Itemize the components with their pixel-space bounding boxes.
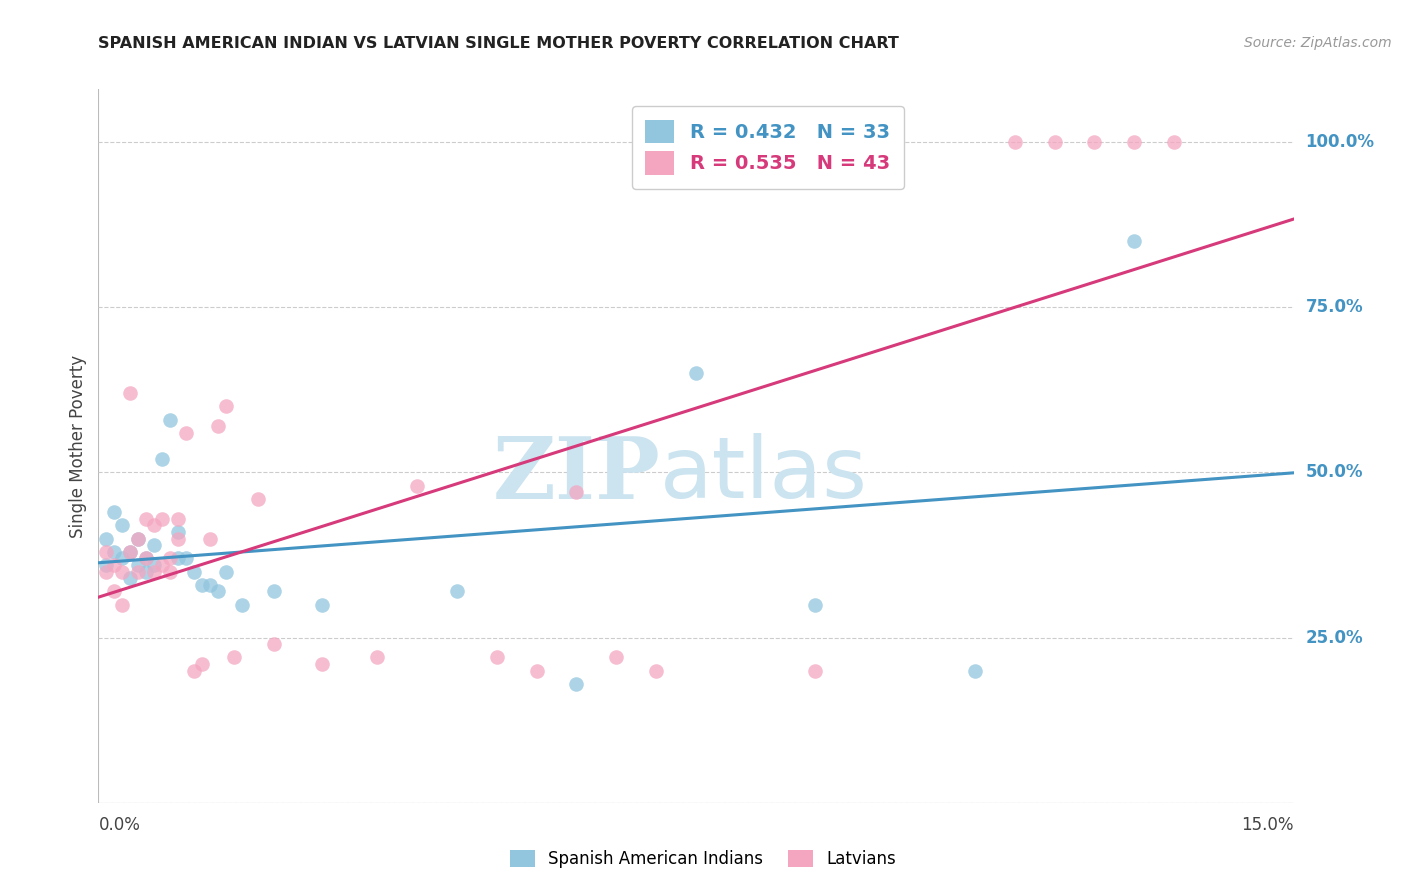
Point	[103, 558, 125, 572]
Point	[120, 571, 142, 585]
Legend: R = 0.432   N = 33, R = 0.535   N = 43: R = 0.432 N = 33, R = 0.535 N = 43	[631, 106, 904, 188]
Point	[246, 491, 269, 506]
Point	[103, 545, 125, 559]
Point	[565, 677, 588, 691]
Legend: Spanish American Indians, Latvians: Spanish American Indians, Latvians	[503, 843, 903, 875]
Point	[183, 664, 205, 678]
Point	[143, 565, 166, 579]
Text: 75.0%: 75.0%	[1305, 298, 1362, 317]
Point	[96, 532, 118, 546]
Text: 25.0%: 25.0%	[1305, 629, 1362, 647]
Point	[127, 532, 149, 546]
Point	[150, 558, 173, 572]
Point	[127, 558, 149, 572]
Point	[685, 367, 707, 381]
Point	[207, 584, 229, 599]
Point	[406, 478, 429, 492]
Point	[263, 637, 285, 651]
Point	[1123, 135, 1146, 149]
Point	[167, 532, 190, 546]
Point	[127, 565, 149, 579]
Point	[159, 565, 181, 579]
Text: ZIP: ZIP	[492, 433, 661, 516]
Point	[159, 551, 181, 566]
Text: SPANISH AMERICAN INDIAN VS LATVIAN SINGLE MOTHER POVERTY CORRELATION CHART: SPANISH AMERICAN INDIAN VS LATVIAN SINGL…	[98, 36, 900, 51]
Point	[311, 657, 333, 671]
Text: Source: ZipAtlas.com: Source: ZipAtlas.com	[1244, 36, 1392, 50]
Point	[446, 584, 468, 599]
Point	[111, 551, 134, 566]
Point	[174, 425, 197, 440]
Text: 50.0%: 50.0%	[1305, 464, 1362, 482]
Point	[111, 598, 134, 612]
Point	[96, 565, 118, 579]
Point	[96, 558, 118, 572]
Point	[366, 650, 388, 665]
Point	[167, 551, 190, 566]
Point	[135, 565, 157, 579]
Text: atlas: atlas	[661, 433, 868, 516]
Point	[159, 412, 181, 426]
Point	[963, 664, 986, 678]
Point	[167, 524, 190, 539]
Point	[183, 565, 205, 579]
Point	[222, 650, 245, 665]
Point	[198, 532, 221, 546]
Point	[111, 565, 134, 579]
Point	[1123, 234, 1146, 248]
Point	[143, 518, 166, 533]
Text: 0.0%: 0.0%	[98, 816, 141, 834]
Point	[191, 657, 214, 671]
Point	[103, 505, 125, 519]
Point	[111, 518, 134, 533]
Point	[96, 545, 118, 559]
Point	[645, 664, 668, 678]
Point	[605, 650, 627, 665]
Point	[804, 598, 827, 612]
Point	[120, 545, 142, 559]
Point	[198, 578, 221, 592]
Point	[120, 386, 142, 401]
Point	[150, 511, 173, 525]
Point	[207, 419, 229, 434]
Point	[127, 532, 149, 546]
Text: 100.0%: 100.0%	[1305, 133, 1375, 151]
Point	[485, 650, 508, 665]
Point	[311, 598, 333, 612]
Point	[1163, 135, 1185, 149]
Point	[150, 452, 173, 467]
Point	[263, 584, 285, 599]
Point	[143, 538, 166, 552]
Point	[215, 400, 238, 414]
Point	[215, 565, 238, 579]
Point	[174, 551, 197, 566]
Point	[135, 551, 157, 566]
Point	[103, 584, 125, 599]
Point	[143, 558, 166, 572]
Point	[120, 545, 142, 559]
Point	[565, 485, 588, 500]
Y-axis label: Single Mother Poverty: Single Mother Poverty	[69, 354, 87, 538]
Point	[1004, 135, 1026, 149]
Point	[1043, 135, 1066, 149]
Point	[191, 578, 214, 592]
Text: 15.0%: 15.0%	[1241, 816, 1294, 834]
Point	[167, 511, 190, 525]
Point	[804, 664, 827, 678]
Point	[135, 551, 157, 566]
Point	[135, 511, 157, 525]
Point	[1083, 135, 1105, 149]
Point	[526, 664, 548, 678]
Point	[231, 598, 253, 612]
